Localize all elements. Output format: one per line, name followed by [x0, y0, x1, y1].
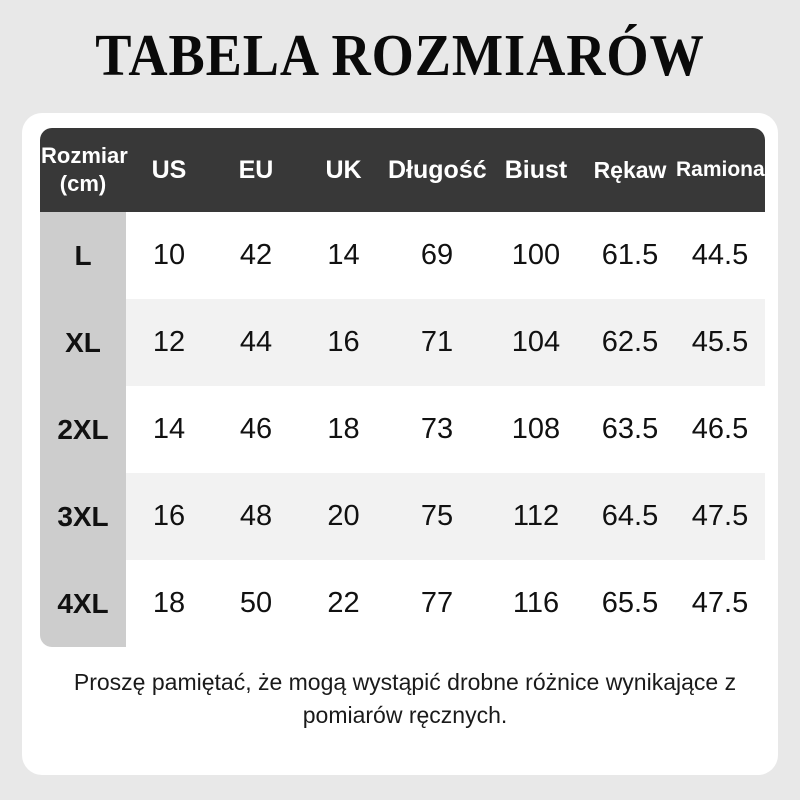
cell-ramiona: 47.5 [675, 473, 765, 560]
cell-us: 12 [126, 299, 212, 386]
cell-biust: 104 [487, 299, 585, 386]
cell-size: 3XL [40, 473, 126, 560]
cell-us: 14 [126, 386, 212, 473]
cell-dlugosc: 69 [387, 212, 487, 299]
measurement-disclaimer: Proszę pamiętać, że mogą wystąpić drobne… [73, 669, 737, 728]
column-header-size: Rozmiar (cm) [40, 128, 128, 212]
cell-eu: 50 [212, 560, 300, 647]
cell-biust: 116 [487, 560, 585, 647]
table-row: 3XL 16 48 20 75 112 64.5 47.5 [40, 473, 765, 560]
cell-rekaw: 64.5 [585, 473, 675, 560]
header-row: Rozmiar (cm) US EU UK Długość Biust Ręka… [40, 128, 765, 212]
column-header-dlugosc: Długość [387, 128, 487, 212]
cell-us: 18 [126, 560, 212, 647]
cell-size: XL [40, 299, 126, 386]
cell-rekaw: 61.5 [585, 212, 675, 299]
size-chart-card: Rozmiar (cm) US EU UK Długość Biust Ręka… [22, 113, 778, 775]
cell-uk: 22 [300, 560, 387, 647]
table-row: 2XL 14 46 18 73 108 63.5 46.5 [40, 386, 765, 473]
column-header-size-line1: Rozmiar [41, 143, 128, 168]
column-header-uk: UK [300, 128, 387, 212]
cell-uk: 18 [300, 386, 387, 473]
cell-ramiona: 46.5 [675, 386, 765, 473]
cell-eu: 44 [212, 299, 300, 386]
cell-uk: 16 [300, 299, 387, 386]
cell-size: L [40, 212, 126, 299]
cell-size: 2XL [40, 386, 126, 473]
cell-rekaw: 65.5 [585, 560, 675, 647]
cell-ramiona: 45.5 [675, 299, 765, 386]
cell-us: 10 [126, 212, 212, 299]
page-title: TABELA ROZMIARÓW [95, 22, 705, 88]
cell-us: 16 [126, 473, 212, 560]
table-body: L 10 42 14 69 100 61.5 44.5 XL 12 44 16 71 104 62.5 45.… [40, 212, 765, 647]
table-row: L 10 42 14 69 100 61.5 44.5 [40, 212, 765, 299]
column-header-size-line2: (cm) [59, 171, 107, 196]
cell-uk: 20 [300, 473, 387, 560]
cell-ramiona: 44.5 [675, 212, 765, 299]
cell-ramiona: 47.5 [675, 560, 765, 647]
column-header-us: US [126, 128, 212, 212]
cell-size: 4XL [40, 560, 126, 647]
cell-rekaw: 63.5 [585, 386, 675, 473]
cell-rekaw: 62.5 [585, 299, 675, 386]
table-row: XL 12 44 16 71 104 62.5 45.5 [40, 299, 765, 386]
cell-biust: 100 [487, 212, 585, 299]
column-header-rekaw: Rękaw [585, 128, 675, 212]
size-table: Rozmiar (cm) US EU UK Długość Biust Ręka… [40, 128, 765, 647]
column-header-eu: EU [212, 128, 300, 212]
cell-eu: 46 [212, 386, 300, 473]
cell-dlugosc: 71 [387, 299, 487, 386]
cell-eu: 48 [212, 473, 300, 560]
column-header-ramiona: Ramiona [675, 128, 765, 212]
cell-dlugosc: 77 [387, 560, 487, 647]
cell-dlugosc: 73 [387, 386, 487, 473]
cell-dlugosc: 75 [387, 473, 487, 560]
cell-uk: 14 [300, 212, 387, 299]
column-header-biust: Biust [487, 128, 585, 212]
cell-biust: 108 [487, 386, 585, 473]
cell-biust: 112 [487, 473, 585, 560]
table-row: 4XL 18 50 22 77 116 65.5 47.5 [40, 560, 765, 647]
cell-eu: 42 [212, 212, 300, 299]
table-header: Rozmiar (cm) US EU UK Długość Biust Ręka… [40, 128, 765, 212]
